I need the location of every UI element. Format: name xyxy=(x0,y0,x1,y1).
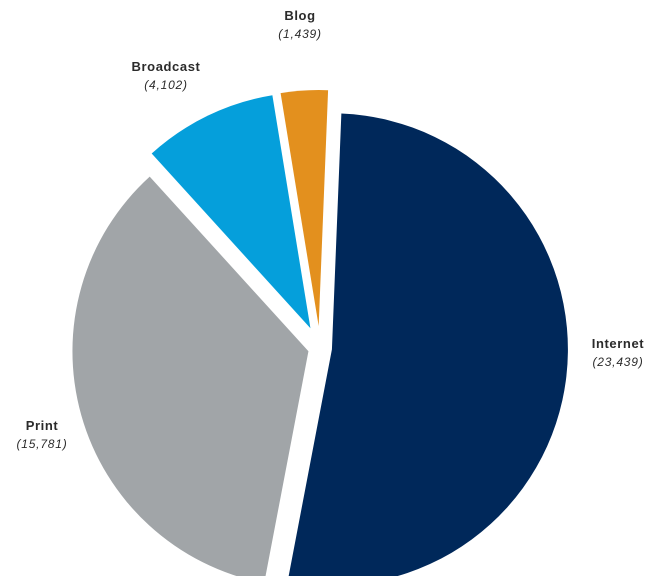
slice-value-blog: (1,439) xyxy=(278,27,322,41)
pie-slice-print xyxy=(72,176,309,576)
pie-slice-broadcast xyxy=(151,95,311,329)
pie-slice-blog xyxy=(280,90,329,327)
slice-value-internet: (23,439) xyxy=(592,355,643,369)
slice-label-internet: Internet xyxy=(592,336,645,351)
slice-label-broadcast: Broadcast xyxy=(132,59,201,74)
slice-label-blog: Blog xyxy=(284,8,315,23)
slice-value-print: (15,781) xyxy=(16,437,67,451)
pie-slice-internet xyxy=(288,113,568,576)
slice-label-print: Print xyxy=(26,418,59,433)
slice-value-broadcast: (4,102) xyxy=(144,78,188,92)
